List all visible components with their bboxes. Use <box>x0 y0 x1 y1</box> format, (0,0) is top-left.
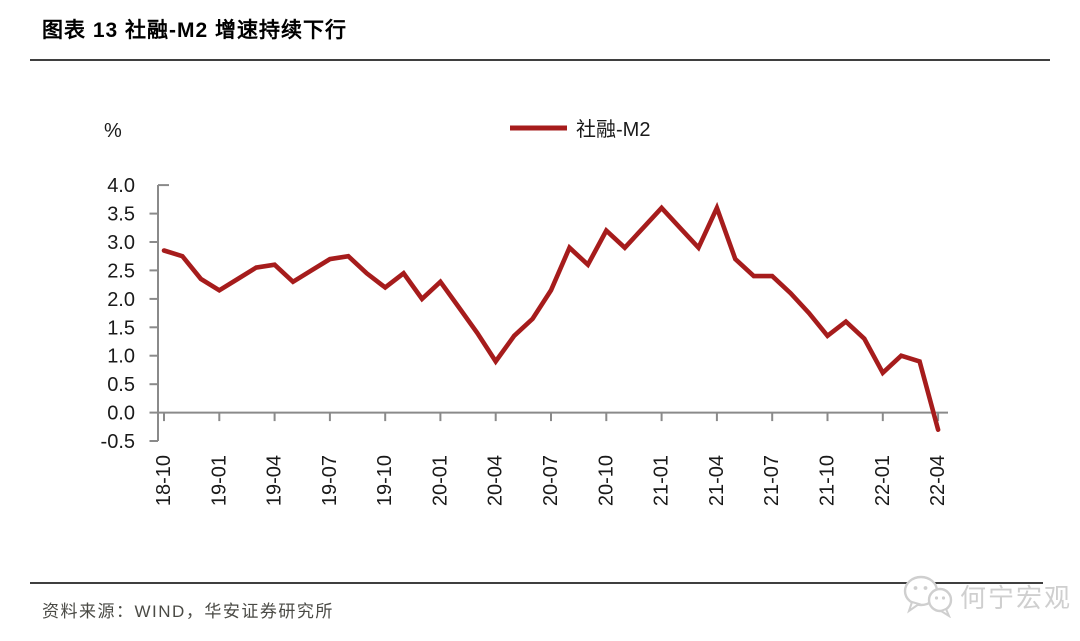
y-axis-labels: 4.0 3.5 3.0 2.5 2.0 1.5 1.0 0.5 0.0 -0.5 <box>101 175 135 453</box>
y-tick-label: 3.5 <box>107 204 135 226</box>
x-tick-label: 22-01 <box>872 455 894 506</box>
watermark-text: 何宁宏观 <box>959 582 1072 613</box>
y-tick-label: 1.0 <box>107 346 135 368</box>
x-tick-label: 18-10 <box>153 455 175 506</box>
x-tick-label: 22-04 <box>927 455 949 506</box>
y-tick-label: 0.0 <box>107 403 135 425</box>
y-tick-label: 1.5 <box>107 317 135 339</box>
bottom-divider <box>30 582 1043 584</box>
x-tick-label: 21-04 <box>706 455 728 506</box>
x-tick-label: 21-01 <box>651 455 673 506</box>
axes <box>149 184 948 442</box>
y-tick-label: 2.5 <box>107 260 135 282</box>
x-tick-label: 21-07 <box>761 455 783 506</box>
x-tick-label: 20-07 <box>540 455 562 506</box>
y-tick-label: 0.5 <box>107 374 135 396</box>
chart-title: 图表 13 社融-M2 增速持续下行 <box>42 19 348 42</box>
series-line <box>161 201 941 433</box>
legend: 社融-M2 <box>510 118 650 141</box>
x-tick-label: 19-07 <box>319 455 341 506</box>
x-tick-label: 20-04 <box>485 455 507 506</box>
watermark: 何宁宏观 <box>902 574 1072 618</box>
top-divider <box>30 59 1050 61</box>
y-tick-label: 3.0 <box>107 232 135 254</box>
x-tick-label: 20-01 <box>429 455 451 506</box>
x-tick-label: 19-10 <box>374 455 396 506</box>
x-tick-label: 20-10 <box>595 455 617 506</box>
x-axis-labels: 18-10 19-01 19-04 19-07 19-10 20-01 20-04 20-07… <box>153 455 949 506</box>
y-tick-label: -0.5 <box>101 431 135 453</box>
wechat-icon <box>903 575 953 618</box>
x-tick-label: 19-04 <box>264 455 286 506</box>
legend-label: 社融-M2 <box>576 118 650 141</box>
y-unit-label: % <box>104 120 122 142</box>
y-tick-label: 2.0 <box>107 289 135 311</box>
y-tick-label: 4.0 <box>107 175 135 197</box>
x-tick-label: 19-01 <box>208 455 230 506</box>
x-tick-label: 21-10 <box>817 455 839 506</box>
source-note: 资料来源：WIND，华安证券研究所 <box>42 602 334 621</box>
